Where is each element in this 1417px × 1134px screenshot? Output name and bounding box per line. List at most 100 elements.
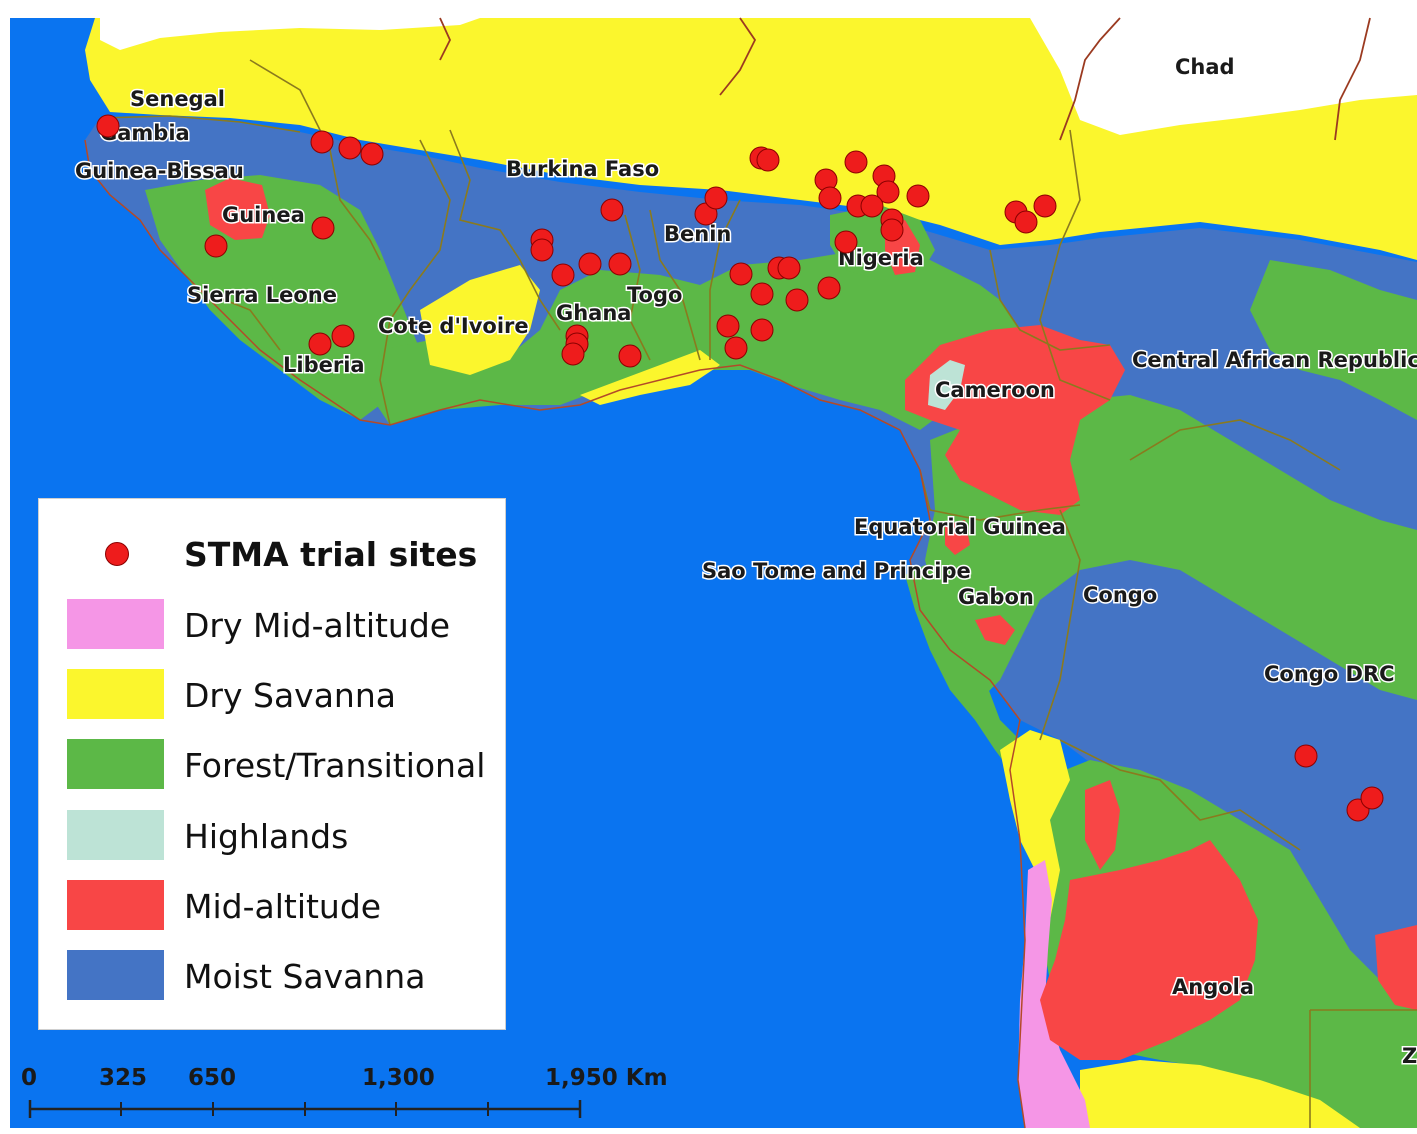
label-car: Central African Republic (1132, 348, 1417, 372)
scale-bar: 0 325 650 1,300 1,950 Km (21, 1065, 668, 1118)
trial-sites-layer (96, 114, 1384, 822)
trial-site-marker (1033, 194, 1057, 218)
coastline (84, 139, 1026, 1129)
map-frame-white (0, 0, 1417, 18)
trial-site-marker (844, 150, 868, 174)
trial-site-marker (785, 288, 809, 312)
country-borders-outer (439, 17, 1371, 141)
label-burkina-faso: Burkina Faso (506, 157, 659, 181)
trial-site-marker (906, 184, 930, 208)
legend-swatch (67, 599, 164, 649)
trial-site-marker (618, 344, 642, 368)
legend-label: STMA trial sites (184, 535, 478, 574)
trial-site-marker (716, 314, 740, 338)
trial-site-marker (729, 262, 753, 286)
trial-site-marker (777, 256, 801, 280)
land-unclassified-northwest (100, 18, 480, 50)
label-ghana: Ghana (556, 301, 631, 325)
label-gabon: Gabon (958, 585, 1034, 609)
label-congo: Congo (1083, 583, 1157, 607)
trial-site-marker (600, 198, 624, 222)
trial-site-marker (756, 148, 780, 172)
zone-mid-altitude-angola-north (1085, 780, 1120, 870)
trial-site-marker (750, 282, 774, 306)
label-angola: Angola (1172, 975, 1254, 999)
zone-dry-savanna-south (1080, 1060, 1360, 1128)
legend-item-dry-savanna: Dry Savanna (39, 660, 505, 730)
trial-site-marker (331, 324, 355, 348)
trial-site-marker (204, 234, 228, 258)
label-benin: Benin (664, 222, 731, 246)
legend-item-dry-mid-altitude: Dry Mid-altitude (39, 590, 505, 660)
zone-mid-altitude-east (1375, 925, 1417, 1010)
label-cote-divoire: Cote d'Ivoire (378, 314, 529, 338)
label-chad: Chad (1175, 55, 1235, 79)
legend-item-moist-savanna: Moist Savanna (39, 941, 505, 1011)
land-unclassified-north (1030, 18, 1417, 135)
zone-forest-gabon-coast (905, 565, 1020, 770)
legend-label: Mid-altitude (184, 887, 382, 926)
zone-dry-savanna-angola-coast (1000, 730, 1070, 920)
legend-item-forest-transitional: Forest/Transitional (39, 730, 505, 800)
trial-site-marker (817, 276, 841, 300)
label-z-partial: Z (1402, 1044, 1417, 1068)
trial-site-marker (724, 336, 748, 360)
label-guinea: Guinea (222, 203, 305, 227)
country-labels: Senegal Gambia Guinea-Bissau Guinea Sier… (74, 54, 1417, 1070)
label-equatorial-guinea: Equatorial Guinea (854, 515, 1066, 539)
trial-site-marker (818, 186, 842, 210)
scale-label-1300: 1,300 (362, 1065, 435, 1091)
trial-site-marker (750, 318, 774, 342)
legend-label: Dry Mid-altitude (184, 606, 451, 645)
map-legend: STMA trial sites Dry Mid-altitude Dry Sa… (38, 498, 506, 1030)
trial-site-marker (561, 342, 585, 366)
scale-label-650: 650 (188, 1065, 236, 1091)
legend-swatch (67, 739, 164, 789)
scale-label-0: 0 (21, 1065, 37, 1091)
label-senegal: Senegal (130, 87, 225, 111)
trial-site-marker (551, 263, 575, 287)
trial-site-marker (360, 142, 384, 166)
legend-label: Dry Savanna (184, 676, 396, 715)
trial-site-marker (1360, 786, 1384, 810)
zone-mid-altitude-eqguinea (945, 520, 970, 555)
zone-dry-mid-altitude (1018, 860, 1090, 1128)
zone-dry-savanna-dahomey (420, 265, 540, 375)
legend-item-highlands: Highlands (39, 801, 505, 871)
label-cameroon: Cameroon (935, 378, 1055, 402)
legend-item-trial-sites: STMA trial sites (39, 519, 505, 589)
trial-site-marker (876, 180, 900, 204)
scale-label-325: 325 (99, 1065, 147, 1091)
label-togo: Togo (627, 283, 682, 307)
country-borders (99, 59, 1417, 1128)
label-liberia: Liberia (283, 353, 365, 377)
legend-swatch (67, 669, 164, 719)
trial-site-marker (1014, 210, 1038, 234)
trial-site-marker (311, 216, 335, 240)
trial-site-marker (1294, 744, 1318, 768)
legend-swatch (67, 950, 164, 1000)
zone-highlands-cameroon (928, 360, 965, 410)
legend-label: Forest/Transitional (184, 746, 486, 785)
zone-mid-altitude-angola (1040, 840, 1258, 1060)
legend-swatch (67, 880, 164, 930)
trial-site-marker (834, 230, 858, 254)
trial-site-marker (308, 332, 332, 356)
trial-site-marker (578, 252, 602, 276)
label-congo-drc: Congo DRC (1264, 662, 1395, 686)
trial-site-dot-icon (105, 542, 129, 566)
label-sierra-leone: Sierra Leone (187, 283, 337, 307)
zone-mid-altitude-gabon (975, 615, 1015, 645)
trial-site-marker (860, 194, 884, 218)
trial-site-marker (338, 136, 362, 160)
trial-site-marker (704, 186, 728, 210)
zone-forest-east (1250, 260, 1417, 420)
label-sao-tome: Sao Tome and Principe (702, 559, 971, 583)
trial-site-marker (880, 218, 904, 242)
legend-label: Highlands (184, 817, 349, 856)
legend-label: Moist Savanna (184, 957, 426, 996)
scale-label-1950: 1,950 Km (545, 1065, 668, 1091)
label-guinea-bissau: Guinea-Bissau (75, 159, 244, 183)
legend-swatch (67, 810, 164, 860)
